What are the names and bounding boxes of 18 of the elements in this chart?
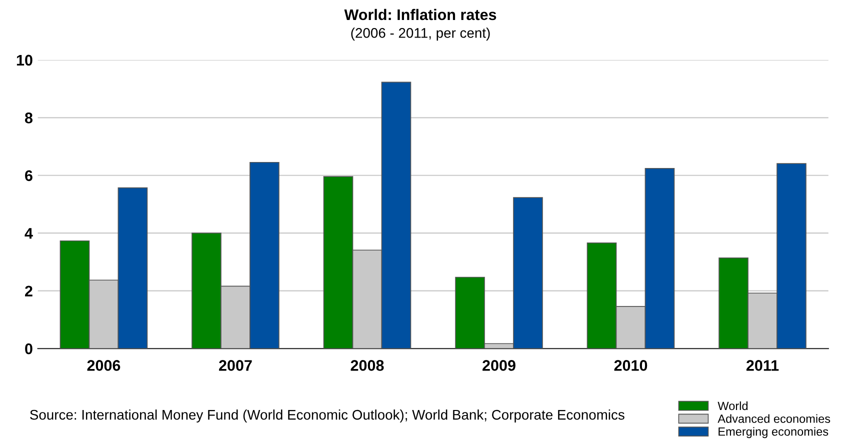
x-tick-label: 2010: [614, 360, 648, 371]
legend-label: World: [718, 401, 748, 410]
chart-title: World: Inflation rates: [344, 8, 496, 20]
source-note: Source: International Money Fund (World Economic Outlook); World Bank; Corporate Economics: [30, 410, 624, 422]
x-tick-label: 2011: [746, 360, 779, 371]
y-tick-label: 0: [25, 343, 32, 354]
x-tick-label: 2009: [482, 360, 516, 371]
x-tick-label: 2007: [219, 360, 252, 371]
chart-subtitle: (2006 - 2011, per cent): [351, 28, 490, 41]
legend-label: Emerging economies: [718, 427, 828, 438]
x-tick-label: 2008: [350, 360, 384, 371]
y-tick-label: 10: [16, 54, 32, 66]
y-tick-label: 6: [25, 170, 32, 182]
y-tick-label: 2: [25, 286, 32, 296]
y-tick-label: 8: [24, 112, 33, 124]
y-tick-label: 4: [24, 228, 33, 239]
x-tick-label: 2006: [87, 360, 120, 371]
legend-label: Advanced economies: [718, 414, 830, 423]
